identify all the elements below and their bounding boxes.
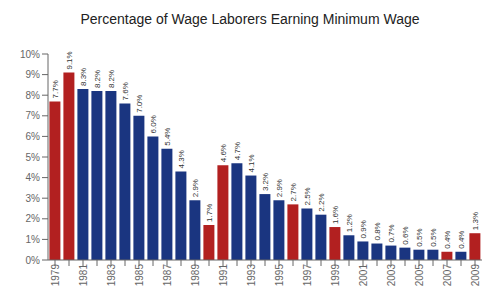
- svg-text:8.2%: 8.2%: [93, 70, 102, 88]
- svg-text:8.3%: 8.3%: [79, 68, 88, 86]
- svg-text:2.9%: 2.9%: [275, 179, 284, 197]
- svg-text:5.4%: 5.4%: [163, 128, 172, 146]
- svg-text:2005: 2005: [414, 264, 425, 287]
- svg-text:1993: 1993: [246, 264, 257, 287]
- svg-text:1995: 1995: [274, 264, 285, 287]
- svg-text:1979: 1979: [50, 264, 61, 287]
- svg-text:3.2%: 3.2%: [261, 173, 270, 191]
- svg-text:7.6%: 7.6%: [121, 82, 130, 100]
- svg-text:2.2%: 2.2%: [317, 193, 326, 211]
- svg-text:1%: 1%: [26, 234, 41, 245]
- svg-text:7%: 7%: [26, 110, 41, 121]
- svg-text:2001: 2001: [358, 264, 369, 287]
- svg-text:4.6%: 4.6%: [219, 144, 228, 162]
- svg-text:2.7%: 2.7%: [289, 183, 298, 201]
- svg-text:0.7%: 0.7%: [387, 224, 396, 242]
- svg-text:6.0%: 6.0%: [149, 115, 158, 133]
- svg-text:2.9%: 2.9%: [191, 179, 200, 197]
- svg-text:7.7%: 7.7%: [51, 80, 60, 98]
- svg-text:0.4%: 0.4%: [457, 231, 466, 249]
- svg-text:0%: 0%: [26, 255, 41, 266]
- svg-text:0.6%: 0.6%: [401, 226, 410, 244]
- svg-text:1999: 1999: [330, 264, 341, 287]
- svg-text:2009: 2009: [470, 264, 481, 287]
- svg-text:1997: 1997: [302, 264, 313, 287]
- svg-text:9%: 9%: [26, 69, 41, 80]
- svg-text:1989: 1989: [190, 264, 201, 287]
- svg-text:1.7%: 1.7%: [205, 204, 214, 222]
- svg-text:0.4%: 0.4%: [443, 231, 452, 249]
- svg-text:1.6%: 1.6%: [331, 206, 340, 224]
- svg-text:2%: 2%: [26, 213, 41, 224]
- svg-text:1991: 1991: [218, 264, 229, 287]
- svg-text:1.3%: 1.3%: [471, 212, 480, 230]
- svg-text:7.0%: 7.0%: [135, 95, 144, 113]
- svg-text:1987: 1987: [162, 264, 173, 287]
- html-text:Percentage of Wage Laborers Ea: Percentage of Wage Laborers Earning Mini…: [80, 11, 420, 27]
- svg-text:4.3%: 4.3%: [177, 150, 186, 168]
- svg-text:9.1%: 9.1%: [65, 51, 74, 69]
- svg-text:8%: 8%: [26, 90, 41, 101]
- svg-text:4%: 4%: [26, 172, 41, 183]
- svg-text:3%: 3%: [26, 193, 41, 204]
- svg-text:0.8%: 0.8%: [373, 222, 382, 240]
- svg-text:2003: 2003: [386, 264, 397, 287]
- svg-text:1.2%: 1.2%: [345, 214, 354, 232]
- svg-text:0.5%: 0.5%: [415, 228, 424, 246]
- svg-text:4.1%: 4.1%: [247, 154, 256, 172]
- svg-text:0.5%: 0.5%: [429, 228, 438, 246]
- svg-text:8.2%: 8.2%: [107, 70, 116, 88]
- svg-text:6%: 6%: [26, 131, 41, 142]
- svg-text:0.9%: 0.9%: [359, 220, 368, 238]
- svg-text:1981: 1981: [78, 264, 89, 287]
- svg-text:2007: 2007: [442, 264, 453, 287]
- svg-text:5%: 5%: [26, 152, 41, 163]
- svg-text:4.7%: 4.7%: [233, 142, 242, 160]
- svg-text:1985: 1985: [134, 264, 145, 287]
- svg-text:1983: 1983: [106, 264, 117, 287]
- svg-text:2.5%: 2.5%: [303, 187, 312, 205]
- svg-text:10%: 10%: [20, 49, 40, 60]
